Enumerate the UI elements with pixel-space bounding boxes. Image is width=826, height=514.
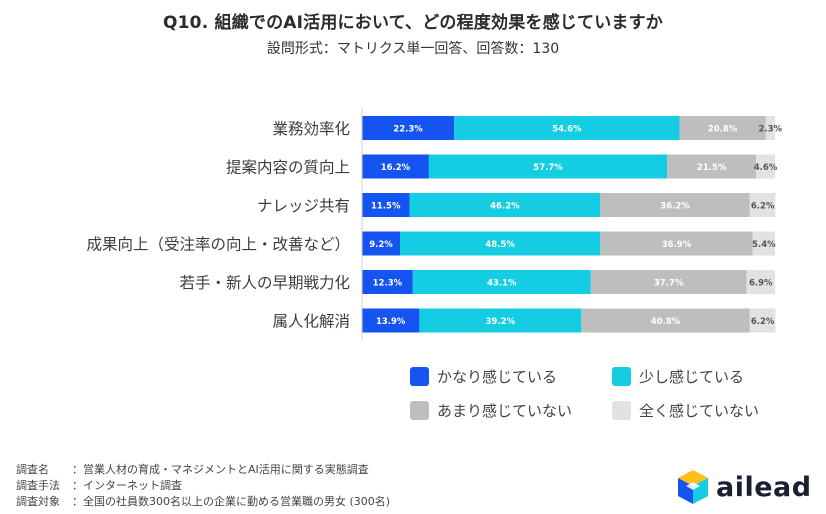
category-label: 属人化解消 <box>272 313 350 331</box>
data-label: 21.5% <box>697 163 727 173</box>
note-line: 調査対象 ：全国の社員数300名以上の企業に勤める営業職の男女 (300名) <box>16 494 390 510</box>
legend-swatch-1 <box>612 367 631 386</box>
bar-segment <box>749 193 776 217</box>
bar-segment <box>600 231 753 256</box>
data-label: 6.2% <box>751 202 775 212</box>
category-label: 提案内容の質向上 <box>226 159 350 177</box>
bar-segment <box>752 231 775 256</box>
logo-text: ailead <box>716 471 812 503</box>
data-label: 4.6% <box>754 163 778 173</box>
bar-segment <box>362 193 410 217</box>
legend-label-1: 少し感じている <box>639 368 745 386</box>
legend-swatch-3 <box>612 401 631 420</box>
bar-segment <box>362 308 420 333</box>
data-label: 11.5% <box>371 202 401 212</box>
note-line: 調査名 ：営業人材の育成・マネジメントとAI活用に関する実態調査 <box>16 462 390 478</box>
stacked-bar-chart: 業務効率化 22.3% 54.6% 20.8% 2.3% 提案内容の質向上 16.2% 57.… <box>86 108 783 341</box>
legend-item-series-0: かなり感じている <box>410 366 557 387</box>
data-label: 20.8% <box>708 125 738 135</box>
legend-label-0: かなり感じている <box>437 368 558 386</box>
bar-segment <box>428 154 668 179</box>
bar-segment <box>765 116 775 140</box>
note-key: 調査名 <box>16 463 49 476</box>
data-label: 40.8% <box>651 317 681 327</box>
bar-segment <box>362 270 413 294</box>
note-value: ：インターネット調査 <box>72 479 182 492</box>
data-label: 22.3% <box>393 125 423 135</box>
data-label: 37.7% <box>654 279 684 289</box>
data-label: 13.9% <box>376 317 406 327</box>
bar-segment <box>667 154 757 179</box>
survey-notes: 調査名 ：営業人材の育成・マネジメントとAI活用に関する実態調査 調査手法 ：イ… <box>16 462 390 510</box>
data-label: 16.2% <box>381 163 411 173</box>
bar-segment <box>756 154 775 179</box>
cube-logo-icon <box>678 470 708 504</box>
ailead-logo: ailead <box>676 468 812 506</box>
category-label: 成果向上（受注率の向上・改善など） <box>86 236 350 254</box>
bar-segment <box>419 308 582 333</box>
chart-legend: かなり感じている 少し感じている あまり感じていない 全く感じていない <box>410 362 810 422</box>
data-label: 48.5% <box>485 240 515 250</box>
legend-item-series-3: 全く感じていない <box>612 400 759 421</box>
note-value: ：全国の社員数300名以上の企業に勤める営業職の男女 (300名) <box>72 495 391 508</box>
bar-segment <box>412 270 591 294</box>
bar-segment <box>679 116 766 140</box>
data-label: 5.4% <box>752 240 776 250</box>
legend-item-series-1: 少し感じている <box>612 366 744 387</box>
data-label: 12.3% <box>373 279 403 289</box>
bar-segment <box>581 308 750 333</box>
legend-swatch-2 <box>410 401 429 420</box>
data-label: 57.7% <box>533 163 563 173</box>
legend-label-2: あまり感じていない <box>437 402 573 420</box>
category-label: ナレッジ共有 <box>257 197 350 215</box>
bar-segment <box>454 116 680 140</box>
data-label: 36.9% <box>662 240 692 250</box>
bar-segment <box>749 308 776 333</box>
bar-segment <box>590 270 747 294</box>
note-value: ：営業人材の育成・マネジメントとAI活用に関する実態調査 <box>72 463 369 476</box>
data-label: 36.2% <box>660 202 690 212</box>
bar-segment <box>746 270 775 294</box>
bar-segment <box>399 231 601 256</box>
chart-subtitle: 設問形式：マトリクス単一回答、回答数：130 <box>266 41 560 57</box>
data-label: 39.2% <box>486 317 516 327</box>
bar-segment <box>600 193 750 217</box>
data-label: 54.6% <box>552 125 582 135</box>
data-label: 9.2% <box>369 240 393 250</box>
bar-segment <box>362 116 455 140</box>
legend-item-series-2: あまり感じていない <box>410 400 572 421</box>
data-label: 46.2% <box>490 202 520 212</box>
bar-segment <box>409 193 601 217</box>
legend-label-3: 全く感じていない <box>639 402 760 420</box>
data-label: 6.9% <box>749 279 773 289</box>
note-key: 調査手法 <box>16 479 60 492</box>
legend-swatch-0 <box>410 367 429 386</box>
data-label: 43.1% <box>487 279 517 289</box>
note-key: 調査対象 <box>16 495 60 508</box>
chart-title: Q10. 組織でのAI活用において、どの程度効果を感じていますか <box>162 13 663 33</box>
bar-segment <box>362 154 429 179</box>
data-label: 2.3% <box>758 125 782 135</box>
data-label: 6.2% <box>751 317 775 327</box>
category-label: 業務効率化 <box>272 120 350 138</box>
category-label: 若手・新人の早期戦力化 <box>179 274 350 292</box>
bar-segment <box>362 231 400 256</box>
note-line: 調査手法 ：インターネット調査 <box>16 478 390 494</box>
